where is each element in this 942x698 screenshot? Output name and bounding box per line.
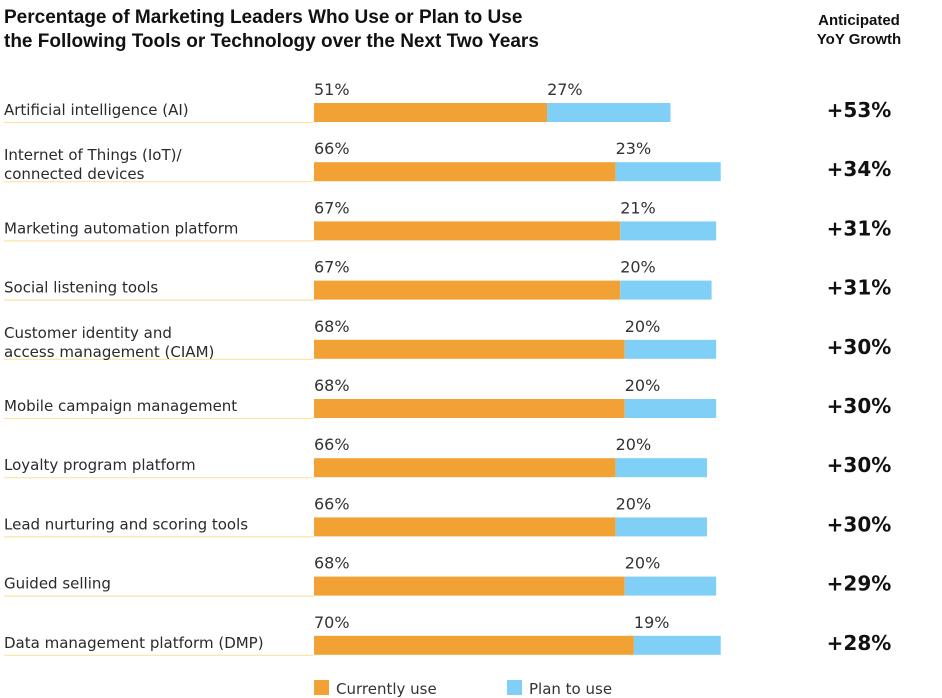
value-label-plan-to-use: 20%	[625, 376, 661, 395]
bar-plan-to-use	[615, 517, 708, 537]
category-label: Data management platform (DMP)	[4, 634, 264, 652]
bar-currently-use	[314, 339, 625, 359]
bar-plan-to-use	[615, 162, 721, 182]
bar-currently-use	[314, 162, 616, 182]
bar-currently-use	[314, 517, 616, 537]
category-label: Social listening tools	[4, 279, 158, 297]
category-label: Lead nurturing and scoring tools	[4, 515, 248, 533]
value-label-plan-to-use: 20%	[616, 435, 652, 454]
bar-currently-use	[314, 635, 634, 655]
category-label-line: access management (CIAM)	[4, 343, 214, 361]
growth-heading-line-1: Anticipated	[818, 12, 900, 29]
growth-value: +53%	[827, 98, 892, 122]
value-label-plan-to-use: 20%	[620, 258, 656, 277]
growth-heading-line-2: YoY Growth	[816, 31, 902, 48]
legend-label-plan-to-use: Plan to use	[529, 680, 612, 698]
value-label-plan-to-use: 23%	[616, 139, 652, 158]
growth-column-heading: Anticipated YoY Growth	[800, 11, 918, 49]
growth-value: +31%	[827, 276, 892, 300]
bar-plan-to-use	[624, 399, 717, 418]
value-label-plan-to-use: 20%	[616, 494, 652, 513]
category-label-line: Mobile campaign management	[4, 397, 237, 415]
value-label-currently-use: 68%	[314, 554, 350, 573]
value-label-plan-to-use: 20%	[625, 554, 661, 573]
category-label-line: Lead nurturing and scoring tools	[4, 515, 248, 533]
category-label-line: Customer identity and	[4, 324, 172, 342]
bar-plan-to-use	[633, 635, 721, 655]
growth-value: +30%	[827, 453, 892, 477]
value-label-currently-use: 66%	[314, 435, 350, 454]
legend-label-currently-use: Currently use	[336, 680, 437, 698]
bar-currently-use	[314, 221, 621, 241]
value-label-plan-to-use: 21%	[620, 198, 656, 217]
bar-plan-to-use	[624, 339, 717, 359]
value-label-currently-use: 68%	[314, 317, 350, 336]
bar-plan-to-use	[547, 103, 671, 122]
category-label: Marketing automation platform	[4, 219, 238, 237]
value-label-currently-use: 66%	[314, 494, 350, 513]
legend-swatch-plan-to-use	[507, 680, 522, 695]
growth-value: +31%	[827, 216, 892, 240]
chart-title-line-2: the Following Tools or Technology over t…	[4, 31, 539, 52]
bar-currently-use	[314, 103, 548, 122]
value-label-currently-use: 68%	[314, 376, 350, 395]
bar-plan-to-use	[615, 458, 708, 478]
category-label-line: Guided selling	[4, 575, 111, 593]
value-label-currently-use: 51%	[314, 80, 350, 99]
category-label-line: Internet of Things (IoT)/	[4, 146, 182, 164]
growth-value: +30%	[827, 512, 892, 536]
value-label-plan-to-use: 19%	[634, 613, 670, 632]
bar-currently-use	[314, 399, 625, 418]
growth-value: +29%	[827, 572, 892, 596]
category-label-line: Marketing automation platform	[4, 219, 238, 237]
value-label-currently-use: 70%	[314, 613, 350, 632]
category-label: Customer identity and access management (…	[4, 324, 214, 361]
value-label-currently-use: 67%	[314, 258, 350, 277]
bar-currently-use	[314, 576, 625, 596]
growth-value: +34%	[827, 157, 892, 181]
category-label: Loyalty program platform	[4, 456, 196, 474]
growth-value: +30%	[827, 394, 892, 418]
value-label-plan-to-use: 20%	[625, 317, 661, 336]
legend-swatch-currently-use	[314, 680, 329, 695]
category-label: Guided selling	[4, 575, 111, 593]
growth-value: +30%	[827, 335, 892, 359]
value-label-currently-use: 66%	[314, 139, 350, 158]
category-label-line: Data management platform (DMP)	[4, 634, 264, 652]
chart-title: Percentage of Marketing Leaders Who Use …	[4, 6, 644, 54]
category-label: Internet of Things (IoT)/connected devic…	[4, 146, 182, 183]
chart-title-line-1: Percentage of Marketing Leaders Who Use …	[4, 7, 523, 28]
category-label: Artificial intelligence (AI)	[4, 101, 189, 119]
category-label-line: connected devices	[4, 165, 145, 183]
value-label-plan-to-use: 27%	[547, 80, 583, 99]
value-label-currently-use: 67%	[314, 198, 350, 217]
category-label-line: Artificial intelligence (AI)	[4, 101, 189, 119]
category-label: Mobile campaign management	[4, 397, 237, 415]
category-label-line: Loyalty program platform	[4, 456, 196, 474]
category-label-line: Social listening tools	[4, 279, 158, 297]
bar-plan-to-use	[620, 221, 717, 241]
growth-value: +28%	[827, 631, 892, 655]
bar-plan-to-use	[620, 280, 712, 300]
bar-currently-use	[314, 280, 621, 300]
bar-plan-to-use	[624, 576, 717, 596]
bar-currently-use	[314, 458, 616, 478]
